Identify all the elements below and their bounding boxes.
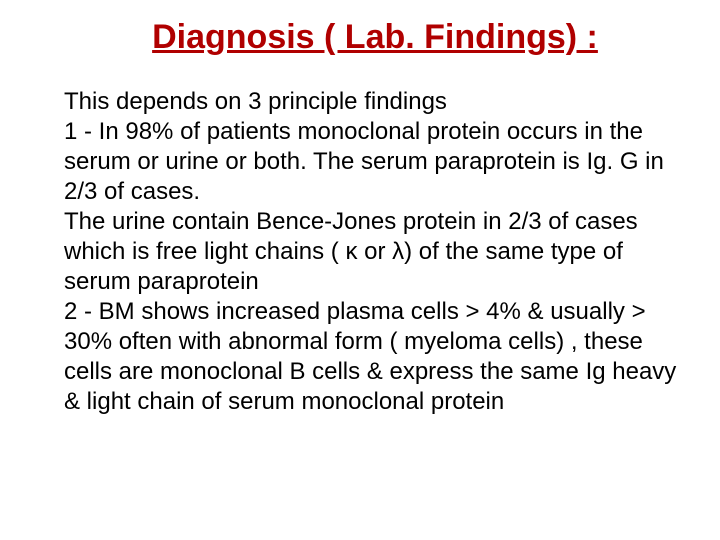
slide-title: Diagnosis ( Lab. Findings) : [40,18,680,57]
body-point-2: The urine contain Bence-Jones protein in… [64,208,638,295]
slide-body: This depends on 3 principle findings 1 -… [40,87,680,417]
slide: Diagnosis ( Lab. Findings) : This depend… [0,0,720,540]
body-intro: This depends on 3 principle findings [64,88,447,115]
body-point-3: 2 - BM shows increased plasma cells > 4%… [64,298,676,415]
body-point-1: 1 - In 98% of patients monoclonal protei… [64,118,664,205]
